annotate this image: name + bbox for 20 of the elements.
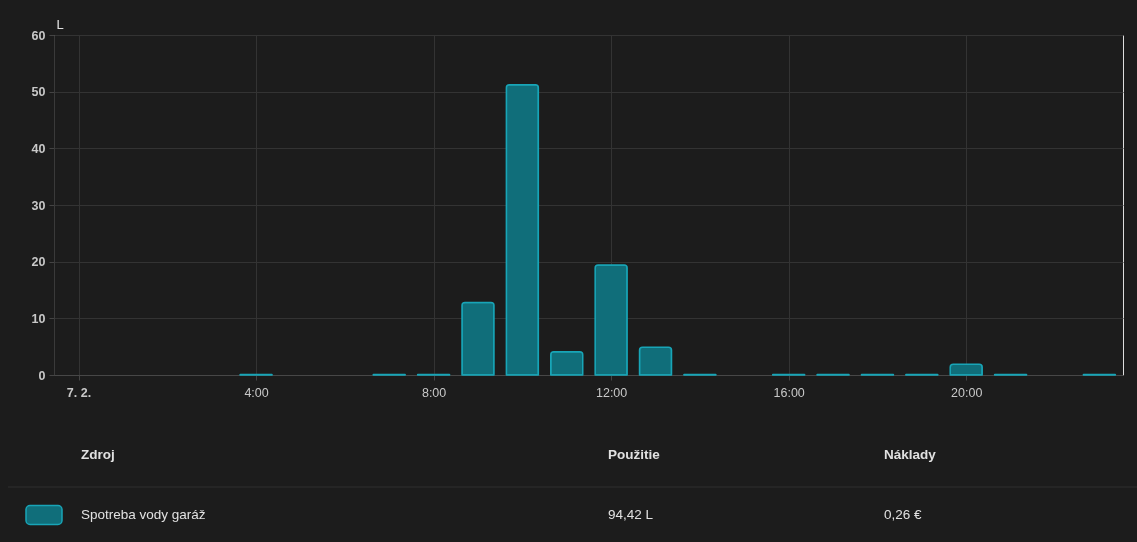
x-tick-label: 12:00 (596, 385, 628, 400)
y-axis-title: L (56, 16, 64, 32)
x-tick-label: 16:00 (773, 385, 805, 400)
text: 0,26 € (884, 507, 923, 522)
y-tick-label: 50 (31, 85, 46, 100)
y-tick-label: 0 (38, 368, 46, 383)
legend-label: Spotreba vody garáž (81, 507, 206, 522)
text: 94,42 L (608, 507, 654, 522)
x-tick-label: 20:00 (951, 385, 983, 400)
x-tick-label: 4:00 (244, 385, 269, 400)
y-tick-label: 20 (31, 255, 46, 270)
text: Náklady (884, 447, 937, 462)
y-tick-label: 10 (31, 311, 46, 326)
x-tick-label: 7. 2. (66, 385, 92, 400)
y-tick-label: 30 (31, 198, 46, 213)
y-tick-label: 40 (31, 141, 46, 156)
x-tick-label: 8:00 (421, 385, 447, 400)
text: Zdroj (81, 447, 115, 462)
y-tick-label: 60 (31, 28, 46, 43)
text: Použitie (608, 447, 661, 462)
